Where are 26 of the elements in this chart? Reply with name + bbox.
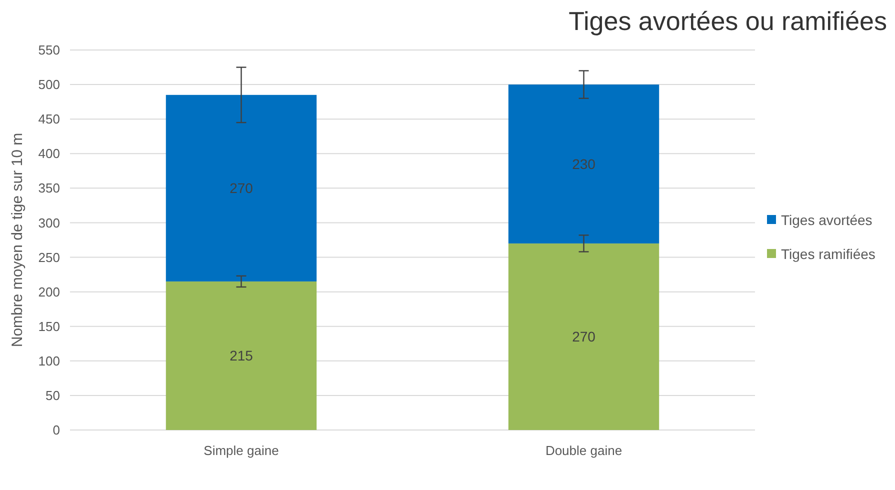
bar — [166, 281, 317, 430]
y-tick-label: 450 — [38, 112, 60, 127]
x-tick-label: Simple gaine — [204, 443, 279, 458]
bar — [508, 243, 660, 430]
bar — [166, 94, 317, 282]
y-tick-label: 400 — [38, 146, 60, 162]
y-tick-label: 300 — [38, 215, 60, 230]
y-tick-label: 50 — [46, 388, 60, 404]
y-tick-label: 150 — [38, 318, 60, 334]
data-label: 270 — [572, 328, 596, 345]
data-label: 270 — [230, 180, 254, 196]
y-tick-label: 550 — [38, 42, 60, 58]
y-tick-label: 350 — [38, 180, 60, 196]
data-label: 215 — [230, 348, 254, 364]
chart-title: Tiges avortées ou ramifiées — [568, 6, 887, 36]
y-tick-label: 0 — [52, 422, 60, 438]
legend-label: Tiges ramifiées — [781, 246, 876, 262]
bar — [508, 84, 660, 244]
legend-label: Tiges avortées — [781, 212, 872, 228]
y-tick-label: 200 — [38, 284, 60, 300]
x-tick-label: Double gaine — [545, 443, 622, 458]
y-tick-label: 500 — [38, 77, 60, 92]
y-axis-title: Nombre moyen de tige sur 10 m — [9, 132, 26, 348]
y-tick-label: 250 — [38, 250, 60, 265]
y-tick-label: 100 — [38, 353, 60, 368]
data-label: 230 — [572, 156, 596, 172]
